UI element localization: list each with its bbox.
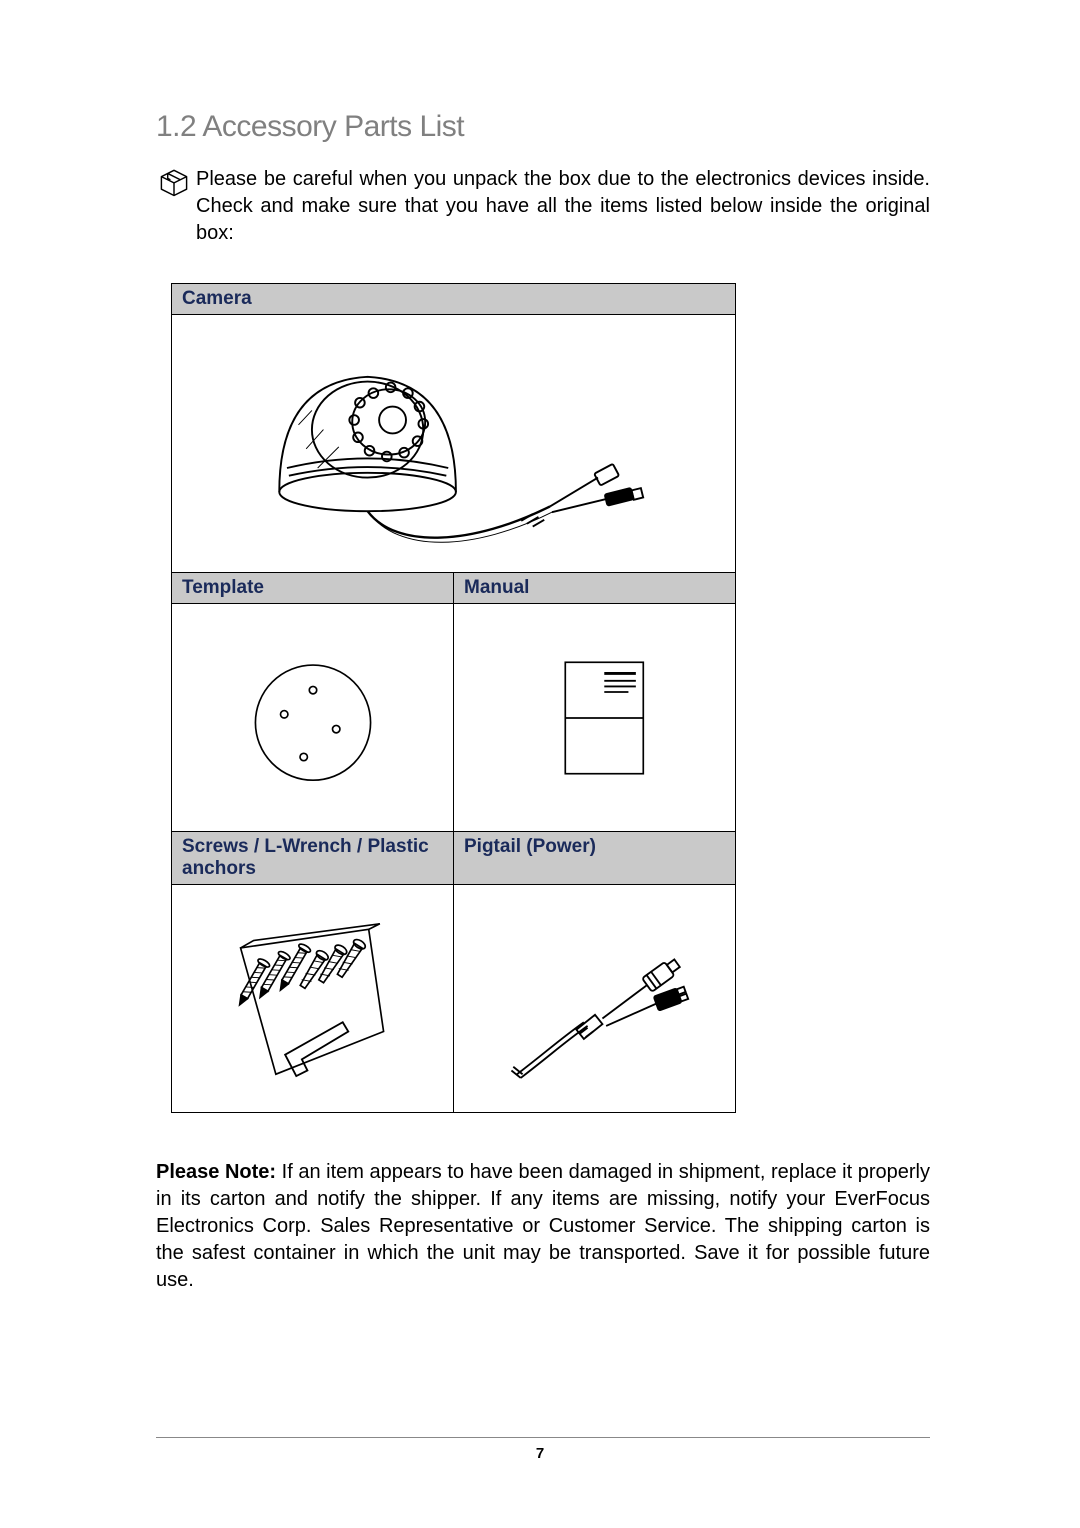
table-header-template: Template [172, 573, 454, 604]
section-heading: 1.2 Accessory Parts List [156, 110, 930, 144]
screws-image-cell [172, 885, 454, 1113]
note-paragraph: Please Note: If an item appears to have … [156, 1159, 930, 1294]
camera-drawing-icon [184, 324, 724, 564]
parts-list-table: Camera [171, 283, 736, 1113]
package-icon [156, 164, 192, 200]
manual-drawing-icon [465, 613, 725, 823]
note-lead: Please Note: [156, 1161, 276, 1183]
camera-image-cell [172, 315, 736, 573]
table-header-camera: Camera [172, 284, 736, 315]
intro-text: Please be careful when you unpack the bo… [196, 166, 930, 247]
table-header-screws: Screws / L-Wrench / Plastic anchors [172, 832, 454, 885]
template-drawing-icon [183, 613, 443, 823]
page-number: 7 [0, 1445, 1080, 1462]
manual-image-cell [454, 604, 736, 832]
intro-paragraph: Please be careful when you unpack the bo… [156, 166, 930, 247]
screws-drawing-icon [183, 889, 443, 1109]
footer-rule [156, 1437, 930, 1438]
pigtail-image-cell [454, 885, 736, 1113]
template-image-cell [172, 604, 454, 832]
table-header-pigtail: Pigtail (Power) [454, 832, 736, 885]
pigtail-drawing-icon [465, 889, 725, 1109]
document-page: 1.2 Accessory Parts List Please be caref… [0, 0, 1080, 1528]
table-header-manual: Manual [454, 573, 736, 604]
